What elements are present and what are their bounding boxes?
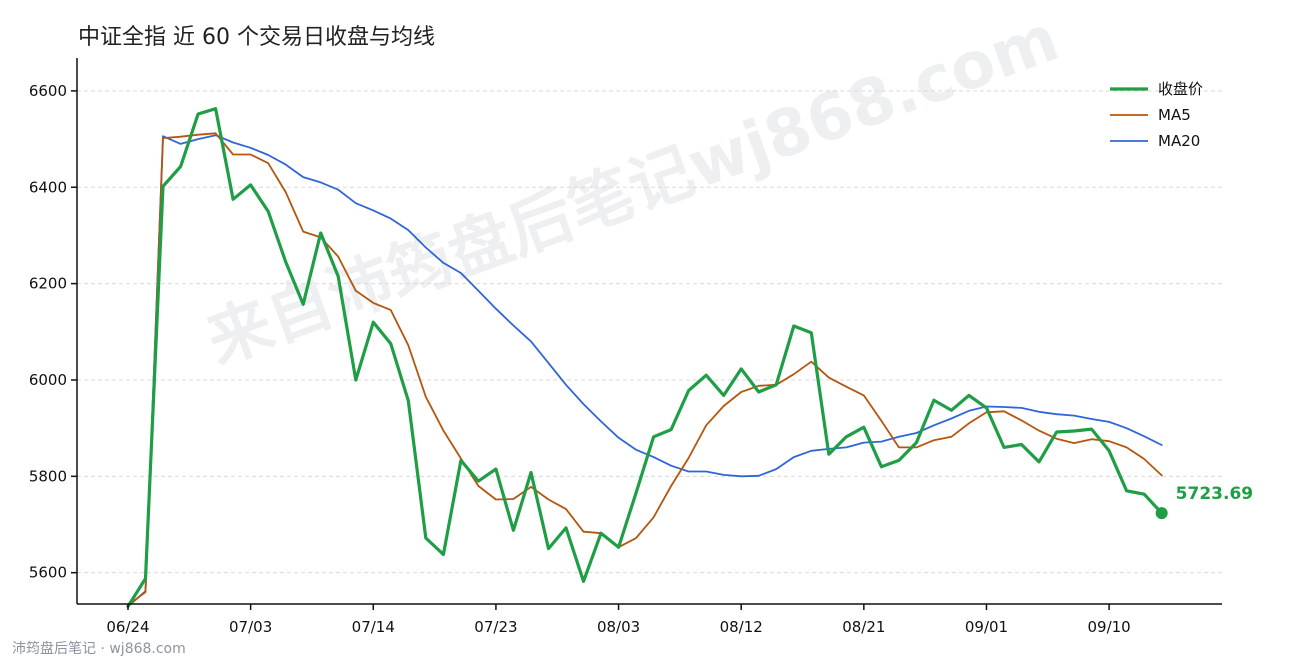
footer-credit: 沛筠盘后笔记 · wj868.com xyxy=(12,640,186,657)
x-tick-label: 09/10 xyxy=(1088,618,1131,636)
x-tick-label: 06/24 xyxy=(106,618,149,636)
x-tick-label: 09/01 xyxy=(965,618,1008,636)
watermark-text: 来自沛筠盘后笔记wj868.com xyxy=(198,2,1069,379)
x-tick-label: 07/03 xyxy=(229,618,272,636)
last-point-dot xyxy=(1155,507,1168,520)
y-tick-label: 6600 xyxy=(29,82,67,100)
y-tick-label: 6000 xyxy=(29,371,67,389)
grid-lines xyxy=(77,90,1222,574)
legend-label-ma5: MA5 xyxy=(1158,106,1191,124)
x-tick-label: 08/12 xyxy=(720,618,763,636)
axes xyxy=(71,58,1222,610)
series-line-ma20 xyxy=(127,134,1163,608)
x-tick-label: 08/21 xyxy=(842,618,885,636)
y-tick-label: 6400 xyxy=(29,178,67,196)
series-line-close xyxy=(126,107,1164,609)
series-lines xyxy=(126,107,1164,609)
x-tick-label: 07/23 xyxy=(474,618,517,636)
y-tick-label: 5800 xyxy=(29,467,67,485)
x-tick-label: 08/03 xyxy=(597,618,640,636)
chart-title: 中证全指 近 60 个交易日收盘与均线 xyxy=(78,25,435,50)
y-tick-label: 5600 xyxy=(29,564,67,582)
x-tick-label: 07/14 xyxy=(352,618,395,636)
legend-label-ma20: MA20 xyxy=(1158,132,1200,150)
y-tick-label: 6200 xyxy=(29,275,67,293)
last-value-marker: 5723.69 xyxy=(1155,484,1253,520)
legend: 收盘价 MA5 MA20 xyxy=(1110,80,1203,150)
legend-label-close: 收盘价 xyxy=(1158,80,1203,98)
last-value-label: 5723.69 xyxy=(1176,484,1253,504)
tick-labels: 5600 5800 6000 6200 6400 6600 06/24 07/03 07/14 0… xyxy=(29,82,1131,636)
